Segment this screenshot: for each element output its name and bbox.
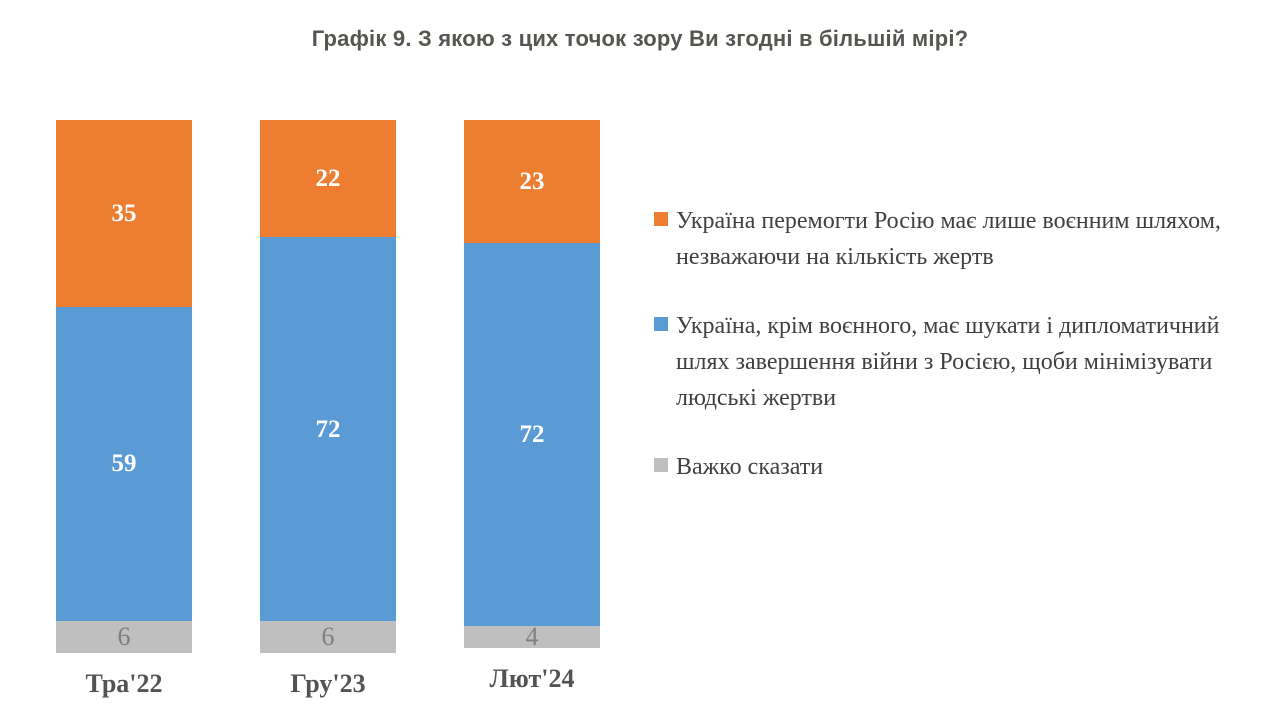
category-label: Тра'22 xyxy=(85,668,163,698)
bar-stack: 22 72 6 xyxy=(260,120,396,653)
value-label: 59 xyxy=(111,450,137,478)
value-label: 4 xyxy=(525,621,539,651)
bar-column: 35 59 6 Тра'22 xyxy=(56,120,192,699)
legend-marker-icon xyxy=(654,317,668,331)
bar-segment: 23 xyxy=(464,120,600,243)
legend-label: Україна, крім воєнного, має шукати і дип… xyxy=(676,313,1220,411)
legend: Україна перемогти Росію має лише воєнним… xyxy=(654,120,1226,699)
value-label: 35 xyxy=(111,199,137,227)
legend-item: Україна перемогти Росію має лише воєнним… xyxy=(654,203,1226,275)
legend-item: Важко сказати xyxy=(654,449,1226,485)
category-label: Лют'24 xyxy=(489,663,575,693)
legend-label: Україна перемогти Росію має лише воєнним… xyxy=(676,208,1221,270)
bar-segment: 6 xyxy=(260,621,396,653)
bar-column: 22 72 6 Гру'23 xyxy=(260,120,396,699)
category-label: Гру'23 xyxy=(290,668,366,698)
value-label: 23 xyxy=(519,167,545,195)
bar-stack: 35 59 6 xyxy=(56,120,192,653)
bar-segment: 72 xyxy=(464,242,600,627)
legend-marker-icon xyxy=(654,212,668,226)
chart-title: Графік 9. З якою з цих точок зору Ви зго… xyxy=(311,26,969,51)
bar-stack: 23 72 4 xyxy=(464,120,600,651)
value-label: 22 xyxy=(315,165,341,193)
value-label: 6 xyxy=(117,622,131,651)
chart-page: Графік 9. З якою з цих точок зору Ви зго… xyxy=(0,26,1280,699)
bars-area: 35 59 6 Тра'22 22 72 6 Гру'23 23 72 4 Лют'24 xyxy=(0,120,600,699)
bar-segment: 59 xyxy=(56,306,192,622)
value-label: 6 xyxy=(321,621,335,651)
chart-area: 35 59 6 Тра'22 22 72 6 Гру'23 23 72 4 Лют'24 Україн… xyxy=(0,120,1280,699)
bar-segment: 22 xyxy=(260,120,396,238)
bar-segment: 35 xyxy=(56,120,192,307)
legend-item: Україна, крім воєнного, має шукати і дип… xyxy=(654,308,1226,416)
value-label: 72 xyxy=(315,415,341,443)
bar-segment: 6 xyxy=(56,621,192,653)
bar-segment: 4 xyxy=(464,621,600,651)
legend-marker-icon xyxy=(654,458,668,472)
value-label: 72 xyxy=(519,420,545,448)
legend-label: Важко сказати xyxy=(676,454,824,480)
bar-column: 23 72 4 Лют'24 xyxy=(464,120,600,699)
bar-segment: 72 xyxy=(260,237,396,621)
